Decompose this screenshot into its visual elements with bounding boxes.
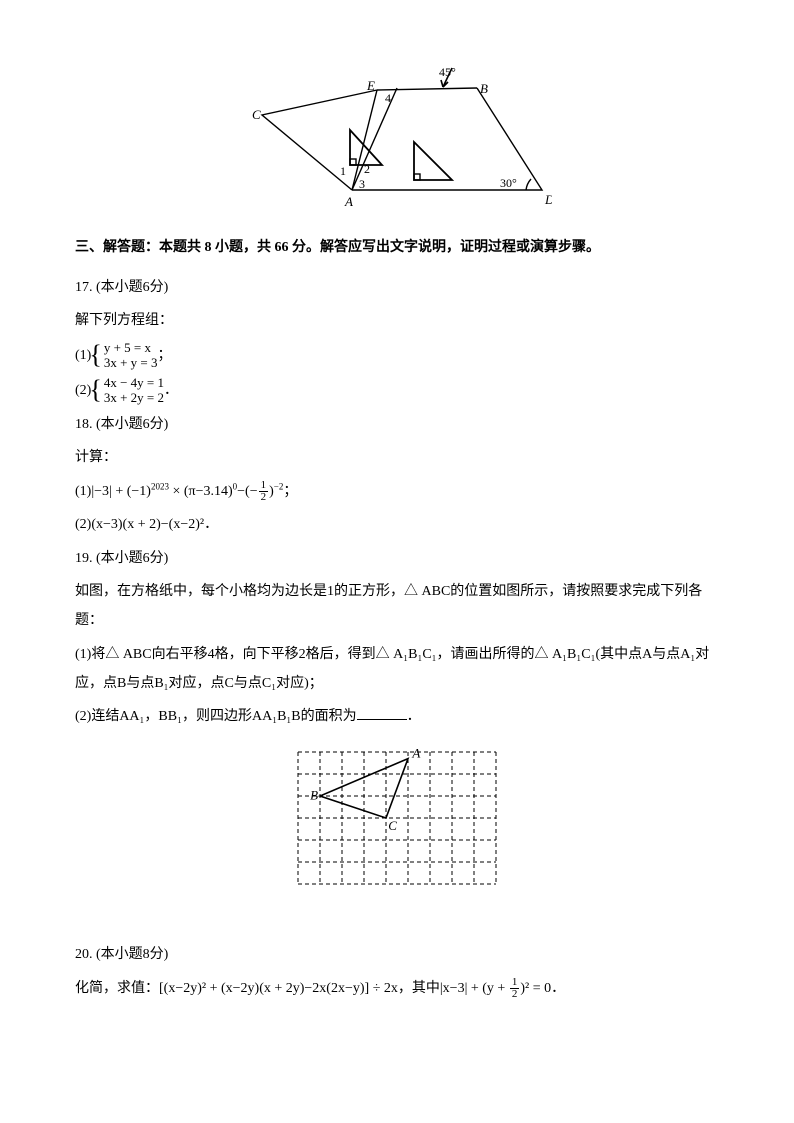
label-B: B: [480, 81, 488, 96]
angle-1: 1: [340, 164, 346, 178]
svg-text:C: C: [388, 818, 397, 833]
q19-head: 19. (本小题6分): [75, 544, 719, 573]
frac-half-1: 12: [259, 480, 269, 503]
q20-body: 化简，求值：[(x−2y)² + (x−2y)(x + 2y)−2x(2x−y)…: [75, 974, 719, 1003]
svg-text:B: B: [310, 787, 318, 802]
frac-half-2: 12: [510, 977, 520, 1000]
q20-head: 20. (本小题8分): [75, 940, 719, 969]
angle-2: 2: [364, 162, 370, 176]
q18-prompt: 计算：: [75, 443, 719, 472]
q17-sys1: (1){y + 5 = x3x + y = 3；: [75, 340, 719, 371]
label-C: C: [252, 107, 261, 122]
geometry-figure-1: A B C D E 45° 30° 1 2 3 4: [75, 60, 719, 221]
section-heading: 三、解答题：本题共 8 小题，共 66 分。解答应写出文字说明，证明过程或演算步…: [75, 233, 719, 262]
q19-p1: 如图，在方格纸中，每个小格均为边长是1的正方形，△ ABC的位置如图所示，请按照…: [75, 577, 719, 636]
angle-30: 30°: [500, 176, 517, 190]
angle-45: 45°: [439, 65, 456, 79]
q18-line2: (2)(x−3)(x + 2)−(x−2)²．: [75, 510, 719, 539]
q17-prompt: 解下列方程组：: [75, 306, 719, 335]
q19-p3: (2)连结AA₁，BB₁，则四边形AA₁B₁B的面积为．: [75, 702, 719, 731]
q19-p2: (1)将△ ABC向右平移4格，向下平移2格后，得到△ A₁B₁C₁，请画出所得…: [75, 640, 719, 699]
q17-head: 17. (本小题6分): [75, 273, 719, 302]
label-E: E: [366, 78, 375, 93]
label-D: D: [544, 192, 552, 207]
angle-4: 4: [385, 91, 391, 105]
q17-sys2: (2){4x − 4y = 13x + 2y = 2．: [75, 375, 719, 406]
angle-3: 3: [359, 177, 365, 191]
grid-figure: A B C: [75, 744, 719, 900]
label-A: A: [344, 194, 353, 209]
answer-blank[interactable]: [357, 705, 407, 720]
q18-head: 18. (本小题6分): [75, 410, 719, 439]
svg-text:A: A: [411, 745, 420, 760]
q18-line1: (1)|−3| + (−1)2023 × (π−3.14)0−(−12)−2；: [75, 477, 719, 506]
